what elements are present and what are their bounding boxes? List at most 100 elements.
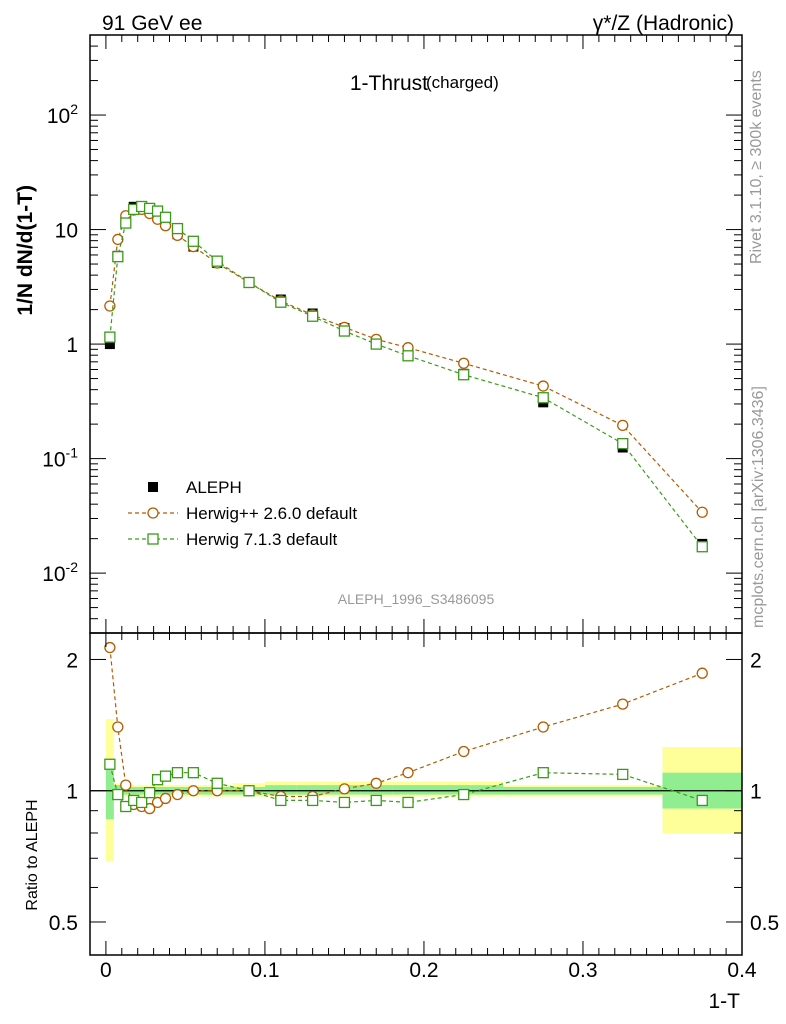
ratio-point <box>617 768 629 781</box>
ratio-point <box>696 667 708 679</box>
data-point <box>402 350 414 362</box>
data-point <box>112 233 124 246</box>
ratio-point <box>696 794 708 807</box>
x-tick-label: 0.4 <box>727 959 757 982</box>
ratio-point <box>171 788 184 801</box>
band-inner <box>360 785 393 795</box>
y-tick-label: 102 <box>47 101 78 128</box>
ratio-panel: 0.5 0.5 1 1 2 2 0 0.1 0.2 0.3 0.4 Ratio to ALEPH 1… <box>24 632 779 1013</box>
legend-marker <box>147 507 159 519</box>
uncertainty-bands <box>105 719 742 861</box>
ratio-point <box>171 767 184 779</box>
data-point <box>696 541 708 553</box>
ratio-y-tick-label: 2 <box>66 649 78 672</box>
data-point <box>104 339 115 350</box>
ratio-point <box>120 779 132 791</box>
ratio-point <box>370 777 382 789</box>
data-point <box>458 357 470 369</box>
ratio-point <box>104 758 116 770</box>
x-tick-label: 0.3 <box>568 959 597 982</box>
ratio-y-tick-label-right: 1 <box>750 781 762 804</box>
data-point <box>151 205 164 217</box>
ratio-frame <box>89 632 743 956</box>
header-right-label: γ*/Z (Hadronic) <box>593 12 734 35</box>
ratio-axis-ticks: 0.5 0.5 1 1 2 2 0 0.1 0.2 0.3 0.4 <box>49 633 779 982</box>
ratio-point <box>187 767 200 779</box>
ratio-point <box>275 794 287 807</box>
ratio-y-tick-label-right: 2 <box>750 649 762 672</box>
ratio-point <box>211 777 223 789</box>
ratio-point <box>112 721 124 733</box>
main-chart-title-suffix: (charged) <box>426 73 499 92</box>
ratio-y-tick-label: 1 <box>66 781 78 804</box>
y-tick-label: 10-1 <box>42 445 78 472</box>
band-inner <box>264 785 297 795</box>
ratio-plot-content <box>90 641 742 861</box>
data-point <box>537 380 549 392</box>
data-point <box>370 338 382 350</box>
data-point <box>275 296 287 308</box>
ratio-point <box>338 796 351 809</box>
ratio-point <box>338 783 351 795</box>
data-point <box>537 392 549 404</box>
legend-marker <box>147 533 159 545</box>
ratio-y-axis-label: Ratio to ALEPH <box>24 799 41 910</box>
ratio-point <box>402 767 414 779</box>
ratio-point <box>537 721 549 733</box>
mcplots-label: mcplots.cern.ch [arXiv:1306.3436] <box>750 386 767 628</box>
header-left-label: 91 GeV ee <box>102 12 202 35</box>
data-point <box>306 310 319 322</box>
ratio-point <box>143 786 156 799</box>
main-axis-ticks: 10-2 10-1 1 10 102 <box>42 34 743 634</box>
ratio-y-tick-label-right: 0.5 <box>750 912 779 935</box>
data-point <box>617 419 629 432</box>
band-inner <box>296 785 329 795</box>
legend-label: Herwig++ 2.6.0 default <box>186 504 357 523</box>
ratio-point <box>159 792 172 805</box>
band-inner <box>392 785 424 795</box>
data-point <box>159 211 172 223</box>
ratio-point <box>187 785 200 797</box>
main-panel: 10-2 10-1 1 10 102 1-Thrust (charged) 1/N dN… <box>14 34 743 634</box>
x-tick-label: 0.1 <box>250 959 279 982</box>
ratio-point <box>136 796 148 809</box>
main-chart-title: 1-Thrust <box>350 72 428 95</box>
ratio-point <box>458 745 470 758</box>
ratio-point <box>617 698 629 710</box>
ratio-point <box>104 641 116 654</box>
x-tick-label: 0.2 <box>409 959 438 982</box>
series-open-square <box>104 200 708 553</box>
main-plot-content <box>104 200 708 553</box>
data-point <box>112 251 124 263</box>
data-point <box>171 222 184 235</box>
data-point <box>458 369 470 381</box>
ratio-point <box>537 767 549 779</box>
data-point <box>211 255 223 267</box>
y-tick-label: 10-2 <box>42 559 78 586</box>
watermark-label: ALEPH_1996_S3486095 <box>338 591 495 607</box>
legend: ALEPH Herwig++ 2.6.0 default Herwig 7.1.3 … <box>128 478 357 549</box>
ratio-point <box>159 770 172 782</box>
data-point <box>617 438 629 450</box>
y-tick-label: 1 <box>66 334 78 357</box>
ratio-point <box>306 794 319 807</box>
data-point <box>120 217 132 229</box>
series-line-1 <box>109 208 703 513</box>
data-point <box>696 506 708 518</box>
ratio-point <box>458 788 470 801</box>
ratio-point <box>402 796 414 809</box>
main-y-axis-label: 1/N dN/d(1-T) <box>14 185 37 316</box>
ratio-point <box>120 800 132 813</box>
ratio-point <box>370 794 382 807</box>
legend-label: ALEPH <box>186 478 242 497</box>
ratio-y-tick-label: 0.5 <box>49 912 78 935</box>
data-point <box>187 235 200 247</box>
rivet-label: Rivet 3.1.10, ≥ 300k events <box>748 70 765 264</box>
ratio-point <box>112 788 124 801</box>
ratio-series-open-square <box>104 758 708 813</box>
y-tick-label: 10 <box>55 220 78 243</box>
data-point <box>243 276 255 289</box>
data-point <box>338 325 351 337</box>
data-point <box>104 331 116 343</box>
